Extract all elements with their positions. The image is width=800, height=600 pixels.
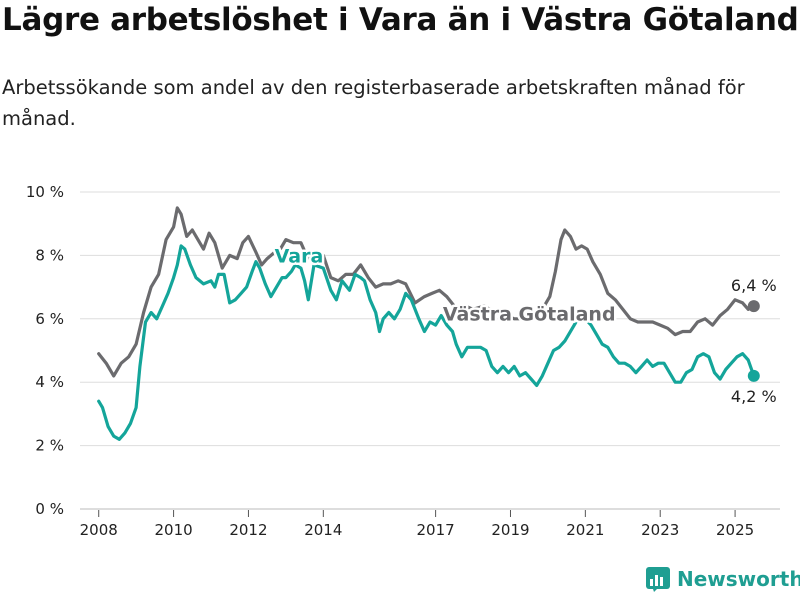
- end-value-label: 6,4 %: [731, 276, 777, 295]
- y-gridlines: [80, 191, 780, 510]
- end-point-dot: [747, 369, 760, 382]
- x-tick-label: 2008: [80, 521, 118, 539]
- series-lines: [97, 206, 756, 441]
- x-tick-label: 2023: [641, 521, 679, 539]
- series-line-vara: [97, 244, 756, 441]
- x-tick-label: 2019: [491, 521, 529, 539]
- y-tick-label: 6 %: [35, 310, 64, 328]
- end-point-dot: [747, 300, 760, 313]
- series-line-vastra-gotaland: [97, 206, 756, 378]
- y-tick-label: 10 %: [26, 183, 64, 201]
- bar-chart-icon: [646, 567, 670, 592]
- x-axis: 2008 2010 2012 2014 2017 2019 2021 2023 2025: [80, 510, 754, 539]
- brand-name: Newsworthy: [677, 567, 800, 591]
- series-label-vara: Vara: [275, 245, 324, 267]
- series-label-vastra-gotaland: Västra Götaland: [443, 303, 616, 325]
- x-tick-label: 2014: [304, 521, 342, 539]
- x-tick-label: 2010: [154, 521, 192, 539]
- y-tick-label: 4 %: [35, 373, 64, 391]
- y-tick-label: 8 %: [35, 246, 64, 264]
- x-tick-label: 2017: [417, 521, 455, 539]
- x-tick-label: 2021: [566, 521, 604, 539]
- chart-title: Lägre arbetslöshet i Vara än i Västra Gö…: [2, 2, 799, 38]
- x-tick-label: 2012: [229, 521, 267, 539]
- chart-subtitle: Arbetssökande som andel av den registerb…: [2, 76, 745, 130]
- x-tick-label: 2025: [716, 521, 754, 539]
- y-axis-ticks: 0 % 2 % 4 % 6 % 8 % 10 %: [26, 183, 64, 518]
- y-tick-label: 0 %: [35, 500, 64, 518]
- y-tick-label: 2 %: [35, 437, 64, 455]
- end-value-label: 4,2 %: [731, 387, 777, 406]
- series-labels: Västra Götaland 6,4 % Vara 4,2 %: [272, 243, 777, 406]
- newsworthy-logo: Newsworthy: [645, 566, 800, 592]
